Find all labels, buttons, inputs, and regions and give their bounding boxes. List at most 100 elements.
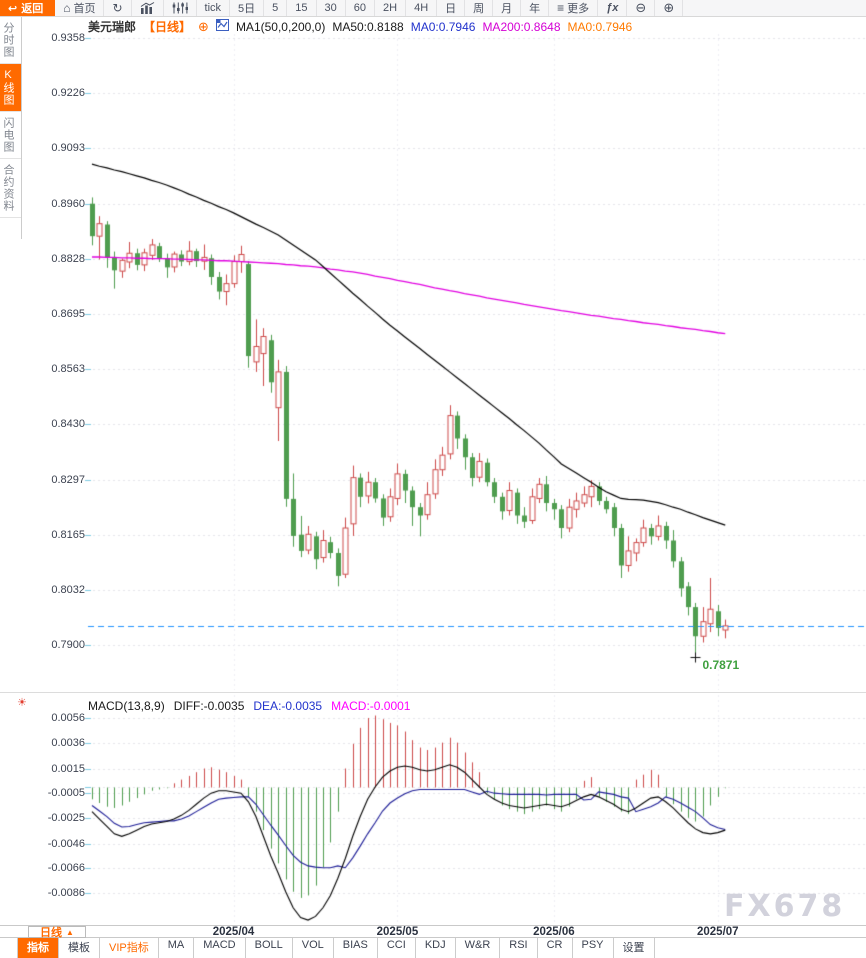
period-selector-label: 日线 (40, 927, 63, 939)
macd-axis-label: -0.0025 (47, 811, 85, 824)
toolbar-button-fx-icon[interactable]: ƒx (598, 0, 628, 16)
toolbar-button-label: 日 (445, 3, 457, 15)
tab-设置[interactable]: 设置 (613, 938, 655, 958)
ma50-value: MA50:0.8188 (332, 19, 404, 34)
toolbar-button-label: 5日 (238, 3, 256, 15)
pane-divider (0, 692, 866, 693)
toolbar-button-周[interactable]: 周 (465, 0, 494, 16)
ma0-fast-value: MA0:0.7946 (410, 19, 476, 34)
tab-CR[interactable]: CR (537, 938, 573, 958)
period-tag: 【日线】 (143, 20, 192, 34)
tab-BOLL[interactable]: BOLL (245, 938, 293, 958)
tab-指标[interactable]: 指标 (18, 938, 59, 958)
tab-KDJ[interactable]: KDJ (415, 938, 456, 958)
ma0-slow-value: MA0:0.7946 (567, 19, 633, 34)
main-chart-canvas[interactable] (0, 17, 866, 693)
bottom-tab-bar: 指标 模板 VIP指标 MA MACD BOLL VOL BIAS CCI KDJ W&R RSI CR… (0, 938, 866, 958)
macd-dea-value: DEA:-0.0035 (253, 699, 323, 713)
candles-adjust-icon (172, 2, 188, 14)
toolbar-button-candles-adjust-icon[interactable] (164, 0, 197, 16)
month-label-2025/05: 2025/05 (376, 926, 419, 938)
macd-diff-value: DIFF:-0.0035 (173, 699, 245, 713)
watermark: FX678 (724, 889, 846, 924)
toolbar-button-tick[interactable]: tick (197, 0, 231, 16)
tab-MACD[interactable]: MACD (194, 938, 246, 958)
tab-RSI[interactable]: RSI (500, 938, 538, 958)
toolbar-button-15[interactable]: 15 (287, 0, 317, 16)
period-selector[interactable]: 日线 ▲ (28, 926, 86, 939)
add-overlay-icon[interactable]: ⊕ (198, 19, 209, 34)
month-label-2025/07: 2025/07 (697, 926, 739, 938)
price-axis-label: 0.9093 (51, 142, 85, 155)
chart-header: 美元瑞郎 【日线】 ⊕ MA1(50,0,200,0) MA50:0.8188 … (88, 18, 632, 35)
price-axis-label: 0.8430 (51, 418, 85, 431)
toolbar-button-zoom-out-icon[interactable]: ⊖ (627, 0, 656, 16)
tab-W&R[interactable]: W&R (455, 938, 501, 958)
macd-axis-label: -0.0066 (47, 862, 85, 875)
toolbar-button-label: tick (204, 2, 222, 14)
macd-axis-label: 0.0015 (51, 762, 85, 775)
toolbar-button-2H[interactable]: 2H (375, 0, 407, 16)
toolbar-button-label: 5 (272, 2, 279, 14)
price-axis-label: 0.8563 (51, 362, 85, 375)
tab-MA[interactable]: MA (158, 938, 195, 958)
toolbar-button-年[interactable]: 年 (521, 0, 550, 16)
toolbar-button-label: 年 (529, 3, 541, 15)
indicator-settings-icon[interactable]: ☀ (17, 697, 27, 709)
ma-settings-label: MA1(50,0,200,0) (235, 19, 326, 34)
tab-PSY[interactable]: PSY (572, 938, 614, 958)
tab-VIP指标[interactable]: VIP指标 (100, 938, 159, 958)
toolbar-button-首页[interactable]: ⌂ 首页 (55, 0, 105, 16)
low-price-label: 0.7871 (702, 658, 740, 673)
toolbar-button-日[interactable]: 日 (437, 0, 466, 16)
price-axis-label: 0.8960 (51, 197, 85, 210)
triangle-up-icon: ▲ (66, 927, 74, 937)
bar-chart-icon (140, 2, 155, 14)
price-axis-label: 0.9358 (51, 32, 85, 44)
price-axis-label: 0.8297 (51, 473, 85, 486)
back-button[interactable]: ↩ 返回 (0, 0, 56, 16)
price-axis-label: 0.7900 (51, 639, 85, 651)
price-axis-label: 0.8695 (51, 308, 85, 321)
toolbar-button-5[interactable]: 5 (264, 0, 288, 16)
toolbar-button-月[interactable]: 月 (493, 0, 522, 16)
tab-模板[interactable]: 模板 (59, 938, 100, 958)
toolbar-button-zoom-in-icon[interactable]: ⊕ (655, 0, 684, 16)
home-icon: ⌂ (63, 0, 71, 15)
toolbar-button-label: 30 (324, 2, 337, 14)
toolbar-button-30[interactable]: 30 (317, 0, 346, 16)
fx-icon: ƒx (606, 2, 619, 14)
toolbar-button-label: 周 (473, 3, 485, 15)
symbol-name: 美元瑞郎 (88, 20, 137, 34)
toolbar-button-label: 首页 (73, 3, 96, 15)
toolbar-button-bar-chart-icon[interactable] (132, 0, 164, 16)
macd-chart-canvas[interactable] (0, 693, 866, 925)
zoom-out-icon: ⊖ (635, 0, 647, 15)
toolbar-button-label: 15 (295, 2, 308, 14)
macd-axis-label: -0.0046 (47, 837, 85, 850)
toolbar-button-label: 60 (353, 2, 367, 14)
macd-axis-label: -0.0086 (47, 886, 85, 899)
toolbar-button-60[interactable]: 60 (346, 0, 376, 16)
toolbar-button-label: 月 (501, 3, 513, 15)
tab-BIAS[interactable]: BIAS (333, 938, 378, 958)
toolbar-button-refresh-icon[interactable]: ↻ (104, 0, 132, 16)
macd-value: MACD:-0.0001 (331, 699, 411, 713)
month-label-2025/06: 2025/06 (533, 926, 575, 938)
back-arrow-icon: ↩ (8, 2, 18, 15)
top-toolbar: ↩ 返回 ⌂ 首页 ↻ tick 5日 5 15 30 60 2H 4H 日 周 月 年 ≡ 更多 ƒx ⊖ ⊕ (0, 0, 866, 17)
tab-spacer (0, 938, 18, 958)
macd-axis-label: -0.0005 (47, 787, 85, 800)
toolbar-button-更多[interactable]: ≡ 更多 (549, 0, 599, 16)
macd-axis-label: 0.0056 (51, 711, 85, 724)
tab-VOL[interactable]: VOL (292, 938, 334, 958)
toolbar-button-label: 更多 (567, 3, 590, 15)
macd-header: MACD(13,8,9) DIFF:-0.0035 DEA:-0.0035 MA… (88, 699, 410, 713)
toolbar-button-label: 4H (414, 2, 429, 14)
toolbar-button-4H[interactable]: 4H (406, 0, 438, 16)
toolbar-button-5日[interactable]: 5日 (230, 0, 265, 16)
tab-CCI[interactable]: CCI (377, 938, 416, 958)
price-axis-label: 0.8828 (51, 252, 85, 265)
macd-title: MACD(13,8,9) (88, 699, 165, 713)
toolbar-button-label: 2H (383, 2, 398, 14)
